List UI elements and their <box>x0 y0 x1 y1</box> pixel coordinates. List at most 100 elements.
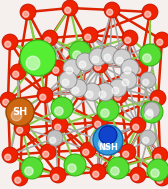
Circle shape <box>47 130 63 146</box>
Circle shape <box>92 57 108 73</box>
Circle shape <box>62 79 69 86</box>
Circle shape <box>90 164 106 180</box>
Circle shape <box>20 4 36 20</box>
Circle shape <box>112 87 128 103</box>
Circle shape <box>77 91 83 97</box>
Circle shape <box>26 56 40 70</box>
Circle shape <box>3 99 9 105</box>
Circle shape <box>122 79 129 86</box>
Circle shape <box>14 120 30 136</box>
Circle shape <box>59 71 77 89</box>
Circle shape <box>15 177 21 183</box>
Circle shape <box>11 110 22 121</box>
Circle shape <box>83 83 101 101</box>
Circle shape <box>99 91 106 98</box>
Circle shape <box>144 102 160 118</box>
Circle shape <box>157 39 163 45</box>
Circle shape <box>97 99 119 121</box>
Circle shape <box>82 27 98 43</box>
Circle shape <box>27 44 49 66</box>
Circle shape <box>133 174 139 180</box>
Circle shape <box>96 83 114 101</box>
Circle shape <box>122 30 138 46</box>
Circle shape <box>157 177 163 183</box>
Circle shape <box>31 54 39 62</box>
Circle shape <box>50 167 66 183</box>
Circle shape <box>45 37 51 43</box>
Circle shape <box>154 32 168 48</box>
Circle shape <box>25 167 33 175</box>
Circle shape <box>63 59 81 77</box>
Circle shape <box>80 142 96 158</box>
Circle shape <box>79 61 86 68</box>
Circle shape <box>95 64 101 70</box>
Circle shape <box>147 109 153 115</box>
Circle shape <box>132 60 148 76</box>
Circle shape <box>64 154 86 176</box>
Circle shape <box>13 71 19 77</box>
Circle shape <box>53 174 59 180</box>
Circle shape <box>93 171 99 177</box>
Circle shape <box>107 9 113 15</box>
Circle shape <box>23 11 29 17</box>
Circle shape <box>124 67 131 74</box>
Circle shape <box>111 167 119 175</box>
Circle shape <box>72 87 79 94</box>
Circle shape <box>153 97 159 103</box>
Circle shape <box>50 60 66 76</box>
Circle shape <box>95 121 101 127</box>
Circle shape <box>2 34 18 50</box>
Circle shape <box>123 151 129 157</box>
Circle shape <box>6 98 34 126</box>
Circle shape <box>145 11 151 17</box>
Circle shape <box>92 56 99 63</box>
Circle shape <box>42 30 58 46</box>
Circle shape <box>139 44 161 66</box>
Circle shape <box>43 151 49 157</box>
Circle shape <box>40 144 56 160</box>
Circle shape <box>83 149 89 155</box>
Circle shape <box>143 137 149 143</box>
Circle shape <box>142 4 158 20</box>
Circle shape <box>5 154 11 160</box>
Circle shape <box>151 169 159 177</box>
Circle shape <box>53 67 59 73</box>
Circle shape <box>115 94 121 100</box>
Circle shape <box>55 124 61 130</box>
Circle shape <box>155 154 161 160</box>
Circle shape <box>107 157 129 179</box>
Circle shape <box>116 57 123 64</box>
Circle shape <box>37 87 53 103</box>
Circle shape <box>133 124 139 130</box>
Circle shape <box>90 132 106 148</box>
Circle shape <box>145 111 153 119</box>
Circle shape <box>150 90 166 106</box>
Circle shape <box>154 170 168 186</box>
Circle shape <box>51 97 73 119</box>
Circle shape <box>73 51 81 59</box>
Circle shape <box>120 144 136 160</box>
Circle shape <box>62 0 78 16</box>
Circle shape <box>101 109 109 117</box>
Circle shape <box>76 53 94 71</box>
Circle shape <box>7 101 29 123</box>
Circle shape <box>69 79 87 97</box>
Circle shape <box>125 37 131 43</box>
Circle shape <box>99 138 110 149</box>
Circle shape <box>65 7 71 13</box>
Circle shape <box>101 46 119 64</box>
Circle shape <box>5 41 11 47</box>
Circle shape <box>93 139 99 145</box>
Circle shape <box>152 147 168 163</box>
Circle shape <box>140 130 156 146</box>
Circle shape <box>113 49 131 67</box>
Circle shape <box>52 117 68 133</box>
Circle shape <box>130 167 146 183</box>
Circle shape <box>12 170 28 186</box>
Circle shape <box>17 127 23 133</box>
Circle shape <box>50 137 56 143</box>
Circle shape <box>143 79 149 85</box>
Circle shape <box>119 71 137 89</box>
Circle shape <box>21 157 43 179</box>
Circle shape <box>92 114 108 130</box>
